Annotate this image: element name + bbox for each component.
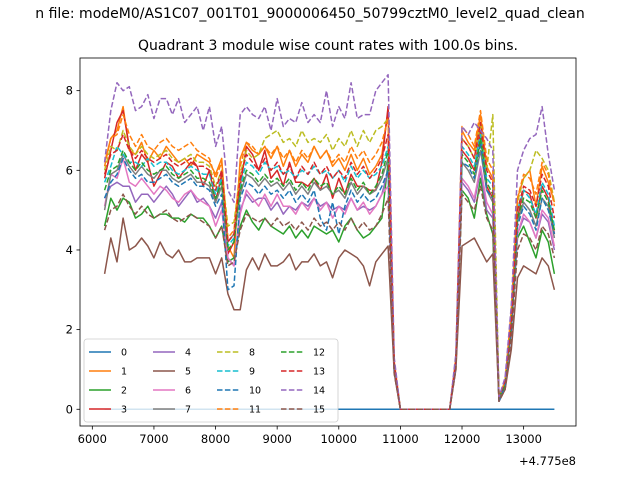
x-tick-label: 13000 bbox=[505, 432, 542, 446]
legend-label-5: 5 bbox=[185, 367, 191, 378]
axes-layer: 6000 7000 8000 9000 10000 11000 12000 13000 0 2 4 6… bbox=[66, 57, 577, 446]
legend-label-7: 7 bbox=[185, 405, 191, 416]
legend-label-8: 8 bbox=[249, 348, 255, 359]
legend-label-3: 3 bbox=[121, 405, 127, 416]
x-tick-label: 6000 bbox=[78, 432, 107, 446]
series-line-6 bbox=[103, 157, 556, 411]
series-line-7 bbox=[103, 149, 556, 411]
y-tick-label: 0 bbox=[66, 402, 73, 416]
x-tick-label: 7000 bbox=[139, 432, 168, 446]
series-line-13 bbox=[103, 121, 556, 411]
series-line-15 bbox=[103, 185, 556, 411]
y-tick-label: 8 bbox=[66, 84, 73, 98]
legend-label-4: 4 bbox=[185, 348, 191, 359]
legend-label-13: 13 bbox=[313, 367, 325, 378]
legend-label-14: 14 bbox=[313, 386, 325, 397]
legend-label-10: 10 bbox=[249, 386, 261, 397]
y-tick-label: 2 bbox=[66, 323, 73, 337]
x-offset-label: +4.775e8 bbox=[519, 454, 576, 468]
y-tick-label: 4 bbox=[66, 243, 73, 257]
x-tick-label: 11000 bbox=[382, 432, 419, 446]
legend-label-15: 15 bbox=[313, 405, 325, 416]
axes-frame bbox=[79, 57, 577, 427]
series-line-10 bbox=[103, 141, 556, 411]
series-line-11 bbox=[103, 109, 556, 411]
x-tick-label: 9000 bbox=[263, 432, 292, 446]
series-layer bbox=[103, 73, 556, 411]
legend-label-9: 9 bbox=[249, 367, 255, 378]
legend-label-1: 1 bbox=[121, 367, 127, 378]
legend-label-6: 6 bbox=[185, 386, 191, 397]
series-line-2 bbox=[103, 161, 556, 411]
series-line-1 bbox=[103, 105, 556, 411]
x-tick-label: 12000 bbox=[444, 432, 481, 446]
series-line-14 bbox=[103, 73, 556, 411]
x-tick-label: 10000 bbox=[320, 432, 357, 446]
legend-box bbox=[83, 338, 339, 423]
legend-label-2: 2 bbox=[121, 386, 127, 397]
x-tick-label: 8000 bbox=[201, 432, 230, 446]
series-line-12 bbox=[103, 137, 556, 411]
chart-title: Quadrant 3 module wise count rates with … bbox=[138, 38, 518, 54]
figure-suptitle: n file: modeM0/AS1C07_001T01_9000006450_… bbox=[35, 6, 584, 22]
series-line-5 bbox=[103, 217, 556, 411]
legend-label-0: 0 bbox=[121, 348, 127, 359]
series-line-9 bbox=[103, 133, 556, 411]
series-line-4 bbox=[103, 169, 556, 411]
legend-label-11: 11 bbox=[249, 405, 261, 416]
legend-label-12: 12 bbox=[313, 348, 325, 359]
y-tick-label: 6 bbox=[66, 163, 73, 177]
